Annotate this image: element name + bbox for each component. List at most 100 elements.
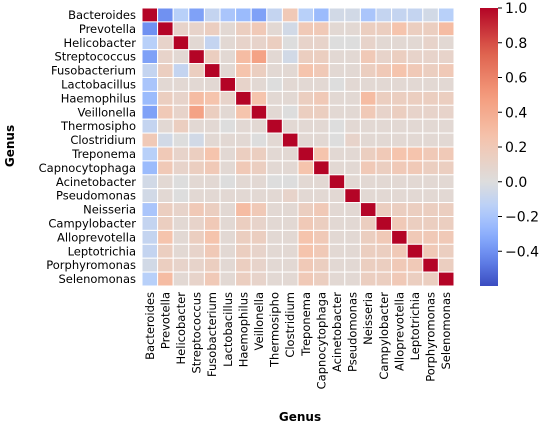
heatmap-cell (188, 160, 205, 176)
heatmap-cell (235, 174, 252, 190)
heatmap-cell (250, 118, 268, 134)
y-tick-label: Leptotrichia (68, 244, 136, 258)
heatmap-cell (375, 160, 393, 176)
heatmap-cell (266, 229, 283, 245)
heatmap-cell (219, 160, 237, 176)
heatmap-cell (235, 229, 252, 245)
heatmap-cell (203, 229, 221, 245)
heatmap-cell (437, 90, 455, 106)
heatmap-cell (391, 90, 408, 106)
heatmap-cell (422, 257, 439, 273)
heatmap-cell (422, 216, 439, 231)
heatmap-cell (297, 160, 315, 176)
x-tick-label: Veillonella (252, 292, 266, 350)
heatmap-cell (359, 77, 377, 92)
heatmap-cell (297, 132, 315, 148)
x-tick-label: Alloprevotella (392, 292, 406, 371)
y-tick-label: Helicobacter (64, 36, 137, 50)
heatmap-cell (281, 21, 299, 37)
heatmap-cell (328, 174, 346, 190)
heatmap-cell (422, 160, 439, 176)
heatmap-cell (313, 188, 330, 204)
heatmap-cell (219, 63, 237, 78)
heatmap-cell (172, 90, 190, 106)
heatmap-cell (157, 132, 174, 148)
heatmap-cell (406, 243, 424, 259)
heatmap-cell (266, 77, 283, 92)
heatmap-cell (235, 104, 252, 120)
heatmap-cell (266, 174, 283, 190)
heatmap-cell (406, 146, 424, 162)
heatmap-cell (344, 174, 361, 190)
heatmap-cell (437, 35, 455, 51)
y-tick-label: Acinetobacter (56, 175, 136, 189)
heatmap-cell (235, 90, 252, 106)
heatmap-cell (203, 118, 221, 134)
heatmap-cell (250, 49, 268, 65)
heatmap-cell (406, 7, 424, 23)
heatmap-cell (328, 7, 346, 23)
heatmap-cell (344, 257, 361, 273)
colorbar-tick-label: −0.2 (505, 210, 539, 226)
heatmap-cell (422, 77, 439, 92)
heatmap-cell (157, 146, 174, 162)
heatmap-cell (437, 243, 455, 259)
heatmap-cell (437, 229, 455, 245)
heatmap-cell (188, 188, 205, 204)
heatmap-cell (359, 21, 377, 37)
colorbar-ticks: 1.0 0.8 0.6 0.4 0.2 0.0 −0.2 −0.4 (498, 1, 539, 260)
heatmap-cell (235, 243, 252, 259)
heatmap-cell (266, 271, 283, 287)
heatmap-cell (266, 188, 283, 204)
heatmap-cell (437, 146, 455, 162)
heatmap-cell (219, 174, 237, 190)
heatmap-cell (203, 160, 221, 176)
heatmap-cell (172, 146, 190, 162)
heatmap-cell (391, 174, 408, 190)
colorbar-tick-label: 0.2 (505, 140, 527, 156)
heatmap-cell (281, 90, 299, 106)
heatmap-cell (235, 7, 252, 23)
y-tick-label: Fusobacterium (51, 64, 136, 78)
heatmap-cell (172, 132, 190, 148)
heatmap-cell (250, 90, 268, 106)
heatmap-cell (391, 229, 408, 245)
heatmap-cell (375, 77, 393, 92)
y-tick-label: Campylobacter (48, 216, 136, 230)
heatmap-cell (344, 132, 361, 148)
heatmap-cell (313, 35, 330, 51)
heatmap-cell (391, 21, 408, 37)
heatmap-cell (203, 132, 221, 148)
heatmap-cell (157, 118, 174, 134)
heatmap-cell (297, 118, 315, 134)
heatmap-cell (172, 35, 190, 51)
heatmap-cell (141, 21, 159, 37)
heatmap-cell (157, 104, 174, 120)
heatmap-cell (281, 257, 299, 273)
heatmap-cell (219, 202, 237, 218)
heatmap-cell (266, 7, 283, 23)
heatmap-cell (172, 216, 190, 231)
heatmap-cell (172, 118, 190, 134)
heatmap-cell (406, 118, 424, 134)
heatmap-cell (437, 7, 455, 23)
heatmap-cell (328, 216, 346, 231)
heatmap-cell (219, 229, 237, 245)
heatmap-cell (422, 174, 439, 190)
heatmap-cell (328, 49, 346, 65)
y-tick-label: Lactobacillus (61, 77, 136, 91)
heatmap-cell (328, 132, 346, 148)
heatmap-cell (375, 229, 393, 245)
heatmap-cell (250, 104, 268, 120)
heatmap-cell (313, 132, 330, 148)
heatmap-cell (391, 35, 408, 51)
heatmap-cell (437, 202, 455, 218)
heatmap-cell (313, 243, 330, 259)
colorbar-tick-label: −0.4 (505, 244, 539, 260)
heatmap-cell (157, 77, 174, 92)
heatmap-cell (188, 49, 205, 65)
heatmap-cell (328, 202, 346, 218)
heatmap-cell (344, 202, 361, 218)
heatmap-cell (375, 118, 393, 134)
heatmap-cell (266, 90, 283, 106)
